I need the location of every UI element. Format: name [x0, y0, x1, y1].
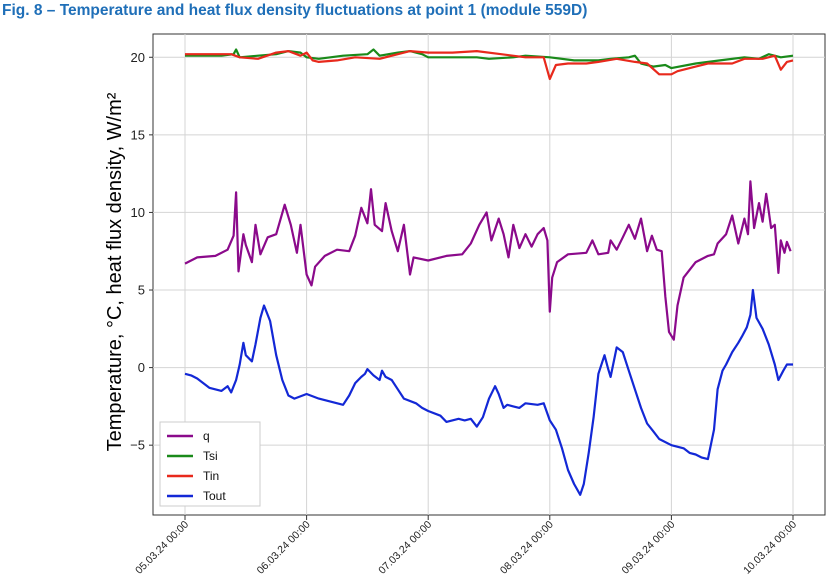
- figure-title: Fig. 8 – Temperature and heat flux densi…: [2, 2, 588, 19]
- x-tick-label: 06.03.24 00:00: [255, 519, 313, 577]
- y-tick-label: 15: [131, 127, 145, 142]
- series-line-q: [184, 180, 792, 341]
- series-line-tin: [185, 49, 794, 81]
- y-axis-label: Temperature, °C, heat flux density, W/m²: [104, 92, 126, 451]
- x-tick-label: 10.03.24 00:00: [741, 519, 799, 577]
- y-tick-label: 20: [131, 50, 145, 65]
- legend: q Tsi Tin Tout: [159, 421, 261, 507]
- y-axis-ticks: −5 0 5 10 15 20: [130, 50, 153, 453]
- x-tick-label: 07.03.24 00:00: [376, 519, 434, 577]
- x-tick-label: 05.03.24 00:00: [133, 519, 191, 577]
- y-tick-label: 10: [131, 205, 145, 220]
- x-tick-label: 09.03.24 00:00: [619, 519, 677, 577]
- x-axis-ticks: 05.03.24 00:00 06.03.24 00:00 07.03.24 00:…: [133, 515, 799, 577]
- x-tick-label: 08.03.24 00:00: [498, 519, 556, 577]
- legend-label-tsi: Tsi: [203, 449, 218, 463]
- y-tick-label: 5: [138, 283, 145, 298]
- y-tick-label: 0: [138, 360, 145, 375]
- legend-label-q: q: [203, 429, 210, 443]
- series-line-tout: [184, 288, 793, 496]
- y-tick-label: −5: [130, 438, 145, 453]
- legend-label-tin: Tin: [203, 469, 219, 483]
- legend-label-tout: Tout: [203, 489, 226, 503]
- series-lines: [184, 48, 794, 496]
- legend-box: [159, 421, 261, 507]
